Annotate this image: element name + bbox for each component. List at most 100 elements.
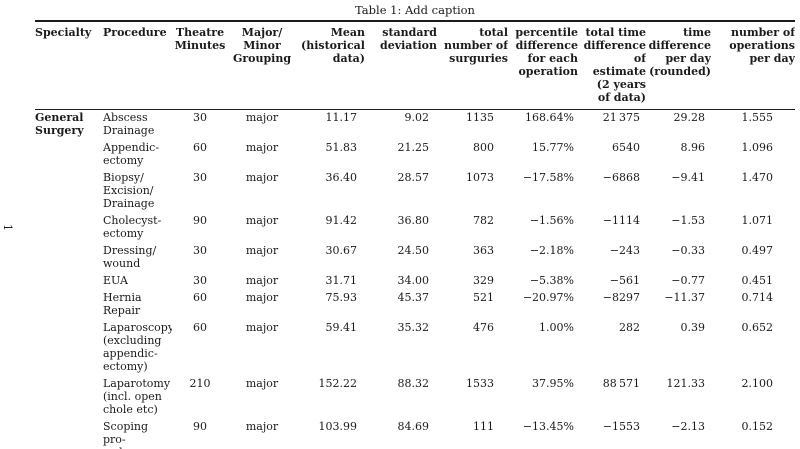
table-caption: Table 1: Add caption (355, 3, 475, 17)
cell-percentile-diff: −20.97% (522, 291, 574, 304)
cell-grouping: major (245, 111, 279, 124)
cell-specialty (35, 376, 103, 419)
cell-time-diff-per-day: −1.53 (671, 214, 705, 227)
table-row: EUA 30 major 31.71 34.00 329 −5.38% −561… (35, 273, 795, 290)
cell-time-diff-per-day: −11.37 (664, 291, 705, 304)
cell-mean: 152.22 (318, 377, 358, 390)
cell-total-time-diff: −8297 (602, 291, 640, 304)
cell-ops-per-day: 2.100 (741, 377, 774, 390)
cell-time-diff-per-day: 8.96 (680, 141, 706, 154)
cell-percentile-diff: −2.18% (529, 244, 574, 257)
cell-percentile-diff: 1.00% (539, 321, 574, 334)
column-header-time-diff-per-day: time difference per day (rounded) (646, 21, 711, 110)
cell-time-diff-per-day: 29.28 (673, 111, 706, 124)
cell-mean: 103.99 (318, 420, 358, 433)
table-row: General Surgery Abscess Drainage 30 majo… (35, 110, 795, 141)
cell-std-deviation: 84.69 (397, 420, 430, 433)
cell-grouping: major (245, 171, 279, 184)
table-row: Dressing/ wound 30 major 30.67 24.50 363… (35, 243, 795, 273)
cell-total-time-diff: −1553 (602, 420, 640, 433)
cell-theatre-minutes: 60 (193, 141, 207, 154)
cell-time-diff-per-day: 121.33 (666, 377, 706, 390)
cell-mean: 30.67 (325, 244, 358, 257)
cell-percentile-diff: −1.56% (529, 214, 574, 227)
cell-total-time-diff: −1114 (602, 214, 640, 227)
cell-ops-per-day: 0.152 (741, 420, 774, 433)
data-table: Specialty Procedure Theatre Minutes Majo… (35, 20, 795, 449)
cell-procedure: Laparotomy (incl. open chole etc) (103, 377, 171, 416)
table-row: Laparotomy (incl. open chole etc) 210 ma… (35, 376, 795, 419)
cell-mean: 31.71 (325, 274, 358, 287)
cell-std-deviation: 35.32 (397, 321, 430, 334)
cell-theatre-minutes: 30 (193, 274, 207, 287)
cell-mean: 11.17 (325, 111, 358, 124)
cell-specialty (35, 243, 103, 273)
cell-std-deviation: 21.25 (397, 141, 430, 154)
cell-procedure: Laparoscopy (excluding appendic- ectomy) (103, 321, 172, 373)
cell-procedure: Scoping pro- cedure (103, 420, 149, 449)
header-row: Specialty Procedure Theatre Minutes Majo… (35, 21, 795, 110)
cell-procedure: Abscess Drainage (103, 111, 155, 137)
cell-std-deviation: 9.02 (404, 111, 430, 124)
cell-percentile-diff: 37.95% (532, 377, 574, 390)
cell-specialty (35, 140, 103, 170)
table-row: Hernia Repair 60 major 75.93 45.37 521 −… (35, 290, 795, 320)
column-header-specialty: Specialty (35, 21, 103, 110)
cell-mean: 51.83 (325, 141, 358, 154)
cell-total-time-diff: 282 (619, 321, 640, 334)
cell-time-diff-per-day: −0.77 (671, 274, 705, 287)
cell-procedure: Dressing/ wound (103, 244, 157, 270)
column-header-std-deviation: standard deviation (365, 21, 437, 110)
cell-theatre-minutes: 90 (193, 214, 207, 227)
cell-grouping: major (245, 321, 279, 334)
column-header-theatre-minutes: Theatre Minutes (172, 21, 228, 110)
column-header-grouping: Major/ Minor Grouping (228, 21, 296, 110)
cell-specialty (35, 419, 103, 449)
cell-mean: 75.93 (325, 291, 358, 304)
column-header-percentile-diff: percentile difference for each operation (508, 21, 578, 110)
cell-specialty (35, 213, 103, 243)
cell-percentile-diff: −13.45% (522, 420, 574, 433)
cell-total-surgeries: 521 (473, 291, 494, 304)
cell-mean: 91.42 (325, 214, 358, 227)
cell-total-time-diff: −561 (609, 274, 640, 287)
cell-total-time-diff: 21 375 (602, 111, 640, 124)
cell-theatre-minutes: 30 (193, 111, 207, 124)
cell-theatre-minutes: 60 (193, 321, 207, 334)
cell-percentile-diff: −17.58% (522, 171, 574, 184)
column-header-total-time-diff: total time difference of estimate (2 yea… (578, 21, 646, 110)
cell-grouping: major (245, 377, 279, 390)
table-row: Appendic- ectomy 60 major 51.83 21.25 80… (35, 140, 795, 170)
cell-total-time-diff: 88 571 (602, 377, 640, 390)
cell-time-diff-per-day: −0.33 (671, 244, 705, 257)
cell-total-surgeries: 476 (473, 321, 494, 334)
cell-percentile-diff: −5.38% (529, 274, 574, 287)
cell-grouping: major (245, 291, 279, 304)
cell-grouping: major (245, 274, 279, 287)
cell-total-surgeries: 111 (473, 420, 494, 433)
cell-ops-per-day: 0.714 (741, 291, 774, 304)
cell-procedure: Appendic- ectomy (103, 141, 160, 167)
page-number: 1 (1, 224, 14, 231)
cell-ops-per-day: 0.451 (741, 274, 774, 287)
cell-total-time-diff: 6540 (612, 141, 640, 154)
cell-specialty (35, 320, 103, 376)
cell-theatre-minutes: 60 (193, 291, 207, 304)
cell-theatre-minutes: 30 (193, 171, 207, 184)
cell-specialty: General Surgery (35, 111, 84, 137)
cell-time-diff-per-day: 0.39 (680, 321, 706, 334)
cell-std-deviation: 34.00 (397, 274, 430, 287)
cell-std-deviation: 28.57 (397, 171, 430, 184)
cell-specialty (35, 290, 103, 320)
cell-time-diff-per-day: −2.13 (671, 420, 705, 433)
cell-std-deviation: 88.32 (397, 377, 430, 390)
cell-procedure: Biopsy/ Excision/ Drainage (103, 171, 155, 210)
cell-percentile-diff: 15.77% (532, 141, 574, 154)
cell-total-surgeries: 329 (473, 274, 494, 287)
cell-mean: 59.41 (325, 321, 358, 334)
cell-theatre-minutes: 30 (193, 244, 207, 257)
column-header-total-surgeries: total number of surguries (437, 21, 508, 110)
cell-total-surgeries: 800 (473, 141, 494, 154)
cell-theatre-minutes: 210 (189, 377, 211, 390)
cell-total-surgeries: 782 (473, 214, 494, 227)
